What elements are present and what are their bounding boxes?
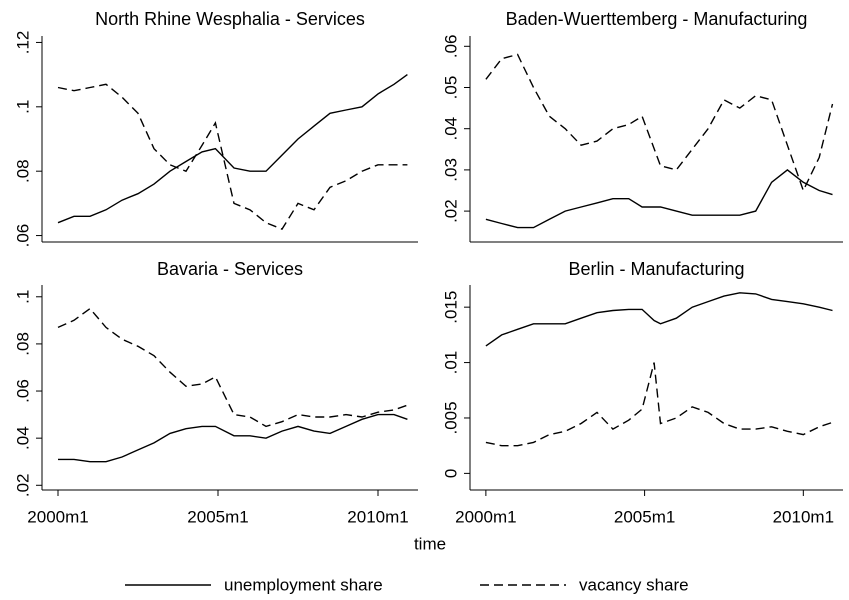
series-line xyxy=(57,307,408,428)
series-line xyxy=(485,53,834,193)
panel-title: Bavaria - Services xyxy=(157,259,303,279)
x-tick-label: 2010m1 xyxy=(773,507,834,526)
y-tick-label: .08 xyxy=(13,159,32,183)
x-axis-label: time xyxy=(414,534,446,553)
y-tick-label: .04 xyxy=(441,117,460,141)
x-tick-label: 2005m1 xyxy=(614,507,675,526)
panel-title: Baden-Wuerttemberg - Manufacturing xyxy=(506,9,808,29)
x-tick-label: 2000m1 xyxy=(455,507,516,526)
x-tick-label: 2000m1 xyxy=(27,507,88,526)
legend-label: vacancy share xyxy=(579,575,689,594)
series-line xyxy=(485,169,833,229)
y-tick-label: .01 xyxy=(441,351,460,375)
y-tick-label: .02 xyxy=(13,473,32,497)
y-tick-label: .005 xyxy=(441,401,460,434)
y-tick-label: .03 xyxy=(441,158,460,182)
y-tick-label: .08 xyxy=(13,332,32,356)
panel-title: Berlin - Manufacturing xyxy=(568,259,744,279)
legend-label: unemployment share xyxy=(224,575,383,594)
y-tick-label: .02 xyxy=(441,199,460,223)
series-line xyxy=(485,292,833,347)
x-tick-label: 2010m1 xyxy=(347,507,408,526)
x-tick-label: 2005m1 xyxy=(187,507,248,526)
y-tick-label: .1 xyxy=(13,100,32,114)
y-tick-label: .12 xyxy=(13,31,32,55)
y-tick-label: .04 xyxy=(13,426,32,450)
panel-title: North Rhine Wesphalia - Services xyxy=(95,9,365,29)
y-tick-label: .015 xyxy=(441,291,460,324)
y-tick-label: 0 xyxy=(441,469,460,478)
series-line xyxy=(57,74,408,224)
series-line xyxy=(57,83,408,230)
series-line xyxy=(58,413,408,463)
series-line xyxy=(485,362,833,447)
y-tick-label: .06 xyxy=(13,224,32,248)
y-tick-label: .05 xyxy=(441,76,460,100)
y-tick-label: .06 xyxy=(441,34,460,58)
y-tick-label: .1 xyxy=(13,290,32,304)
y-tick-label: .06 xyxy=(13,379,32,403)
